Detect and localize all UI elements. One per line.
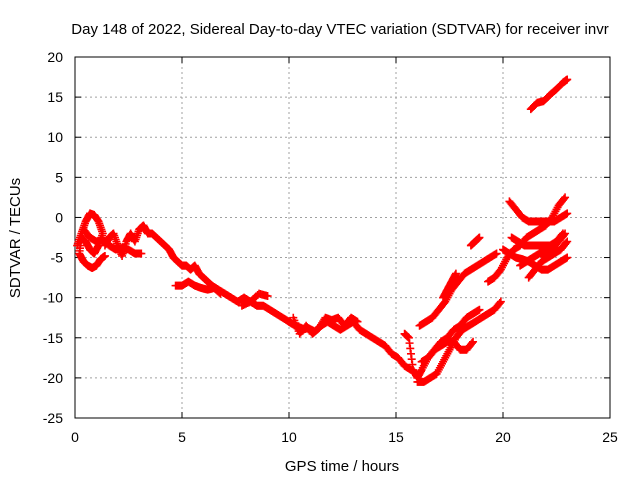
data-point — [495, 299, 504, 308]
data-point — [469, 337, 478, 346]
data-point — [475, 305, 484, 314]
series-trace-21 — [526, 75, 572, 114]
data-point — [263, 292, 272, 301]
series-trace-10 — [413, 297, 505, 386]
data-point — [475, 233, 484, 242]
y-tick-label: -20 — [43, 370, 63, 386]
series-trace-20 — [524, 237, 572, 282]
x-axis-label: GPS time / hours — [285, 458, 399, 475]
y-tick-label: 15 — [47, 89, 63, 105]
data-point — [561, 193, 570, 202]
data-point — [492, 249, 501, 258]
series-trace-17 — [505, 197, 572, 226]
series-trace-2 — [100, 221, 216, 290]
x-tick-label: 20 — [495, 429, 511, 445]
data-point — [353, 317, 362, 326]
y-tick-label: -25 — [43, 410, 63, 426]
y-tick-label: 0 — [55, 209, 63, 225]
data-point — [563, 237, 572, 246]
x-tick-label: 10 — [281, 429, 297, 445]
data-point — [561, 229, 570, 238]
series-trace-6 — [237, 289, 272, 310]
data-point — [559, 230, 568, 239]
series-trace-11 — [417, 305, 484, 366]
plot-frame — [74, 56, 611, 419]
x-tick-labels: 0 5 10 15 20 25 — [71, 429, 618, 445]
series-trace-14 — [466, 233, 484, 250]
data-point — [467, 339, 476, 348]
y-tick-label: -5 — [51, 250, 64, 266]
data-point — [451, 269, 460, 278]
data-point — [563, 209, 572, 218]
y-tick-label: -15 — [43, 330, 63, 346]
axis-ticks — [74, 56, 611, 419]
x-tick-label: 5 — [178, 429, 186, 445]
data-point — [562, 238, 571, 247]
x-tick-label: 25 — [602, 429, 618, 445]
series-trace-3 — [79, 225, 146, 258]
series-trace-19 — [516, 229, 570, 270]
x-tick-label: 15 — [388, 429, 404, 445]
data-point — [137, 249, 146, 258]
series-trace-12 — [415, 249, 501, 330]
series-trace-13 — [439, 269, 460, 302]
series-trace-8 — [289, 313, 362, 338]
data-point — [100, 251, 109, 260]
chart-title: Day 148 of 2022, Sidereal Day-to-day VTE… — [71, 21, 608, 38]
y-tick-labels: -25 -20 -15 -10 -5 0 5 10 15 20 — [43, 49, 63, 426]
data-point — [563, 75, 572, 84]
y-tick-label: 20 — [47, 49, 63, 65]
series-trace-4 — [171, 277, 225, 298]
data-point — [559, 194, 568, 203]
x-tick-label: 0 — [71, 429, 79, 445]
y-tick-label: 5 — [55, 169, 63, 185]
data-markers — [73, 75, 572, 386]
y-axis-label: SDTVAR / TECUs — [7, 178, 24, 298]
data-point — [563, 253, 572, 262]
y-tick-label: -10 — [43, 290, 63, 306]
y-tick-label: 10 — [47, 129, 63, 145]
data-point — [496, 297, 505, 306]
